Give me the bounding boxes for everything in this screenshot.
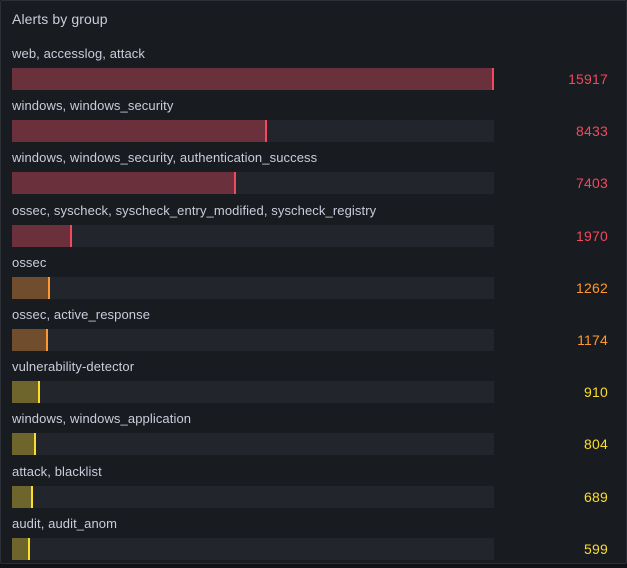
bar-label: vulnerability-detector bbox=[12, 359, 135, 375]
bar[interactable] bbox=[12, 224, 72, 247]
bar-track bbox=[12, 224, 494, 247]
bar-row: web, accesslog, attack 15917 bbox=[1, 46, 626, 98]
bar-track bbox=[12, 276, 494, 299]
bar[interactable] bbox=[12, 537, 30, 560]
bar-label: audit, audit_anom bbox=[12, 515, 118, 531]
bar[interactable] bbox=[12, 120, 267, 143]
bar-row: ossec, active_response 1174 bbox=[1, 307, 626, 359]
bar-row: vulnerability-detector 910 bbox=[1, 359, 626, 411]
bar[interactable] bbox=[12, 381, 40, 404]
bar-value-label: 1174 bbox=[577, 332, 608, 348]
bar-track bbox=[12, 485, 494, 508]
bar-label: ossec, syscheck, syscheck_entry_modified… bbox=[12, 202, 377, 218]
bar[interactable] bbox=[12, 433, 36, 456]
bar-value-label: 910 bbox=[584, 384, 608, 401]
bar-value-label: 689 bbox=[584, 488, 608, 505]
bar-track bbox=[12, 381, 494, 404]
bar[interactable] bbox=[12, 485, 33, 508]
bar-track bbox=[12, 329, 494, 351]
bar-label: windows, windows_security, authenticatio… bbox=[12, 150, 318, 166]
bar-value-label: 599 bbox=[584, 540, 608, 557]
bar[interactable] bbox=[12, 329, 48, 351]
bar-row: attack, blacklist 689 bbox=[1, 464, 626, 516]
bar-value-label: 1970 bbox=[576, 227, 608, 244]
bar-track bbox=[12, 433, 494, 456]
bar-track bbox=[12, 172, 494, 195]
bar-value-label: 804 bbox=[584, 436, 608, 453]
bar[interactable] bbox=[12, 68, 494, 90]
bar-label: windows, windows_security bbox=[12, 98, 174, 114]
bar-value-label: 1262 bbox=[576, 279, 608, 296]
bar-track bbox=[12, 120, 494, 143]
bar-row: windows, windows_security 8433 bbox=[1, 98, 626, 150]
bar-row: ossec 1262 bbox=[1, 255, 626, 307]
bar-label: web, accesslog, attack bbox=[12, 46, 145, 61]
bar-value-label: 7403 bbox=[576, 175, 608, 192]
bar-row: windows, windows_application 804 bbox=[1, 411, 626, 463]
bar-track bbox=[12, 537, 494, 560]
bar-row: windows, windows_security, authenticatio… bbox=[1, 150, 626, 202]
bar[interactable] bbox=[12, 172, 236, 195]
bar-track bbox=[12, 68, 494, 90]
bar-value-label: 15917 bbox=[568, 71, 608, 87]
bar-label: ossec, active_response bbox=[12, 307, 151, 322]
bar-row: audit, audit_anom 599 bbox=[1, 516, 626, 568]
bar-value-label: 8433 bbox=[576, 123, 608, 140]
panel-title[interactable]: Alerts by group bbox=[12, 11, 108, 27]
bar-label: attack, blacklist bbox=[12, 463, 102, 479]
bar-label: ossec bbox=[12, 254, 47, 270]
bar-row: ossec, syscheck, syscheck_entry_modified… bbox=[1, 203, 626, 255]
bar-label: windows, windows_application bbox=[12, 411, 192, 427]
bar[interactable] bbox=[12, 276, 50, 299]
